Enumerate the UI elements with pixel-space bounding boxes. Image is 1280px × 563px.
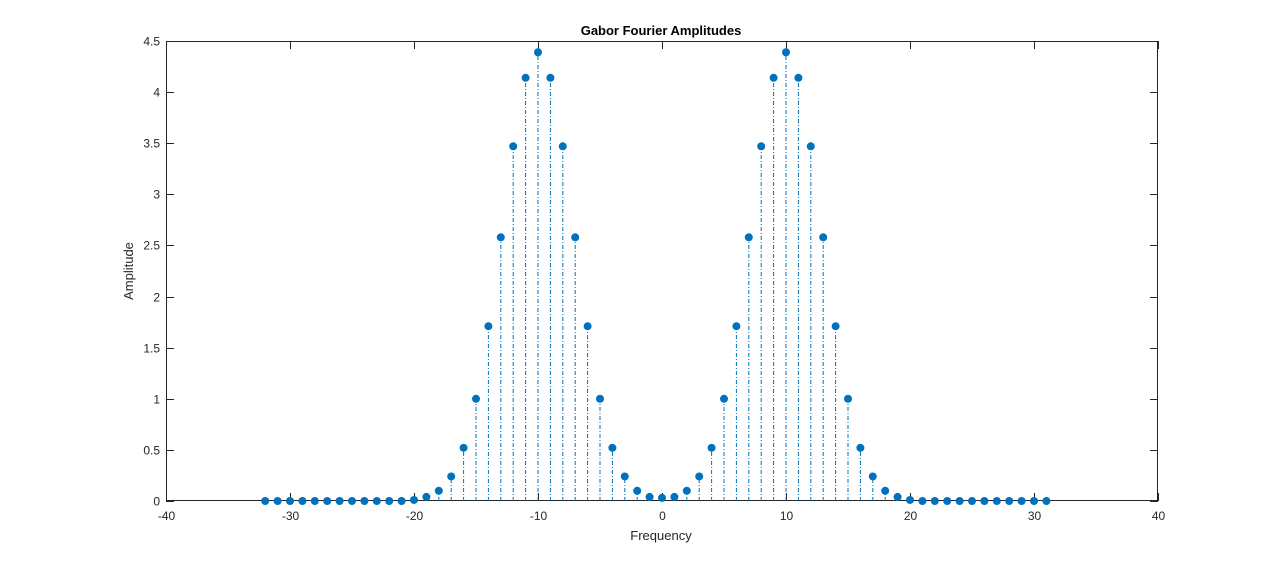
stem-marker (422, 492, 431, 501)
stem-marker (856, 443, 865, 452)
axis-ticks: -40 -30 -20 -10 0 10 20 30 40 0 0.5 1 1.5 2 2.5 3 3.5 4 4.… (143, 35, 1165, 524)
stem-marker (831, 322, 840, 331)
stem-marker (682, 486, 691, 495)
markers (261, 48, 1051, 505)
x-tick-label: 20 (904, 509, 918, 523)
stem-marker (261, 497, 270, 505)
stem-marker (583, 322, 592, 331)
stem-marker (1042, 497, 1051, 505)
stem-marker (1017, 497, 1026, 505)
stem-marker (335, 497, 344, 505)
stem-marker (546, 73, 555, 82)
stem-marker (806, 142, 815, 151)
stem-marker (459, 443, 468, 452)
x-tick-label: 0 (659, 509, 666, 523)
x-tick-label: -10 (530, 509, 548, 523)
x-tick-label: -20 (406, 509, 424, 523)
y-tick-label: 1 (153, 393, 160, 407)
stem-marker (410, 495, 418, 504)
stem-marker (434, 486, 443, 495)
stem-marker (484, 322, 493, 331)
stem-marker (620, 472, 629, 481)
stem-marker (695, 472, 704, 481)
stem-marker (868, 472, 877, 481)
y-axis-label: Amplitude (121, 242, 136, 300)
stem-marker (310, 497, 319, 505)
stem-marker (571, 233, 580, 242)
stem-marker (286, 497, 294, 505)
stem-marker (1005, 497, 1014, 505)
stem-marker (968, 497, 976, 505)
stem-marker (447, 472, 456, 481)
stem-marker (558, 142, 567, 151)
stem-marker (757, 142, 766, 151)
y-tick-label: 2.5 (143, 239, 160, 253)
stem-marker (298, 497, 307, 505)
stem-marker (596, 394, 604, 403)
x-tick-label: -30 (282, 509, 300, 523)
stem-marker (496, 233, 505, 242)
stem-marker (273, 497, 282, 505)
y-tick-label: 4.5 (143, 35, 160, 49)
stem-marker (534, 48, 542, 57)
stem-marker (906, 495, 914, 504)
x-tick-label: 30 (1028, 509, 1042, 523)
x-tick-label: 10 (780, 509, 794, 523)
stem-marker (707, 443, 716, 452)
stem-marker (360, 497, 369, 505)
stem-marker (472, 394, 480, 403)
stem-marker (769, 73, 778, 82)
y-tick-label: 4 (153, 86, 160, 100)
chart-title: Gabor Fourier Amplitudes (581, 23, 742, 38)
stem-marker (509, 142, 518, 151)
x-tick-label: 40 (1152, 509, 1166, 523)
stem-marker (521, 73, 530, 82)
stem-marker (881, 486, 890, 495)
y-tick-label: 3 (153, 188, 160, 202)
y-tick-label: 3.5 (143, 137, 160, 151)
stem-marker (980, 497, 989, 505)
y-tick-label: 1.5 (143, 342, 160, 356)
stem-marker (782, 48, 790, 57)
stem-marker (819, 233, 828, 242)
stem-marker (794, 73, 803, 82)
stem-marker (943, 497, 952, 505)
stem-marker (348, 497, 356, 505)
stem-marker (955, 497, 964, 505)
stem-marker (744, 233, 753, 242)
stem-marker (893, 492, 902, 501)
stem-marker (918, 497, 927, 505)
stem-marker (844, 394, 852, 403)
stems (413, 52, 911, 501)
y-tick-label: 0 (153, 495, 160, 509)
stem-marker (732, 322, 741, 331)
plot-frame (166, 41, 1158, 501)
stem-marker (645, 492, 654, 501)
stem-marker (658, 493, 666, 502)
stem-marker (1030, 497, 1038, 505)
stem-marker (372, 497, 381, 505)
stem-marker (385, 497, 394, 505)
stem-marker (323, 497, 332, 505)
x-tick-label: -40 (158, 509, 176, 523)
x-axis-label: Frequency (630, 528, 692, 543)
y-tick-label: 2 (153, 291, 160, 305)
stem-marker (930, 497, 939, 505)
stem-marker (670, 492, 679, 501)
stem-marker (633, 486, 642, 495)
y-tick-label: 0.5 (143, 444, 160, 458)
stem-marker (397, 497, 406, 505)
stem-marker (720, 394, 728, 403)
stem-marker (608, 443, 617, 452)
stem-marker (992, 497, 1001, 505)
